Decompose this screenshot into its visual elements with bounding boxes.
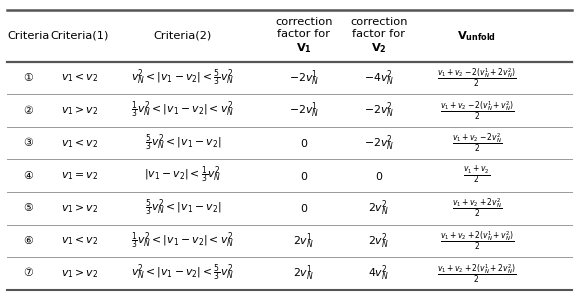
Text: $\frac{1}{3}v_N^2<|v_1-v_2|<v_N^2$: $\frac{1}{3}v_N^2<|v_1-v_2|<v_N^2$	[131, 230, 234, 252]
Text: $4v_N^2$: $4v_N^2$	[368, 264, 389, 283]
Text: $\frac{v_1+v_2+2(v_N^1+2v_N^2)}{2}$: $\frac{v_1+v_2+2(v_N^1+2v_N^2)}{2}$	[437, 262, 516, 285]
Text: ③: ③	[24, 138, 34, 148]
Text: $|v_1-v_2|<\frac{1}{3}v_N^2$: $|v_1-v_2|<\frac{1}{3}v_N^2$	[144, 165, 222, 187]
Text: ⑥: ⑥	[24, 236, 34, 246]
Text: Criteria(1): Criteria(1)	[50, 31, 108, 41]
Text: $2v_N^2$: $2v_N^2$	[368, 231, 389, 251]
Text: $2v_N^2$: $2v_N^2$	[368, 198, 389, 218]
Text: ⑤: ⑤	[24, 203, 34, 213]
Text: $v_1>v_2$: $v_1>v_2$	[61, 267, 98, 280]
Text: $v_1>v_2$: $v_1>v_2$	[61, 104, 98, 117]
Text: $v_1=v_2$: $v_1=v_2$	[61, 170, 98, 182]
Text: $v_1>v_2$: $v_1>v_2$	[61, 202, 98, 215]
Text: $v_1<v_2$: $v_1<v_2$	[61, 137, 98, 150]
Text: $\frac{5}{3}v_N^2<|v_1-v_2|$: $\frac{5}{3}v_N^2<|v_1-v_2|$	[145, 198, 221, 219]
Text: Criteria(2): Criteria(2)	[154, 31, 212, 41]
Text: ①: ①	[24, 73, 34, 83]
Text: $\mathbf{V_{unfold}}$: $\mathbf{V_{unfold}}$	[457, 29, 496, 43]
Text: $-2v_N^2$: $-2v_N^2$	[364, 133, 394, 153]
Text: $v_N^2<|v_1-v_2|<\frac{5}{3}v_N^2$: $v_N^2<|v_1-v_2|<\frac{5}{3}v_N^2$	[131, 263, 234, 284]
Text: correction
factor for
$\mathbf{V_2}$: correction factor for $\mathbf{V_2}$	[350, 17, 408, 55]
Text: ②: ②	[24, 105, 34, 116]
Text: ④: ④	[24, 171, 34, 181]
Text: $v_1<v_2$: $v_1<v_2$	[61, 72, 98, 84]
Text: correction
factor for
$\mathbf{V_1}$: correction factor for $\mathbf{V_1}$	[275, 17, 333, 55]
Text: $-2v_N^1$: $-2v_N^1$	[289, 68, 319, 88]
Text: $\frac{v_1+v_2+2(v_N^1+v_N^2)}{2}$: $\frac{v_1+v_2+2(v_N^1+v_N^2)}{2}$	[439, 230, 514, 252]
Text: ⑦: ⑦	[24, 268, 34, 279]
Text: $\frac{1}{3}v_N^2<|v_1-v_2|<v_N^2$: $\frac{1}{3}v_N^2<|v_1-v_2|<v_N^2$	[131, 100, 234, 121]
Text: $2v_N^1$: $2v_N^1$	[294, 264, 314, 283]
Text: $0$: $0$	[300, 202, 308, 214]
Text: Criteria: Criteria	[8, 31, 50, 41]
Text: $2v_N^1$: $2v_N^1$	[294, 231, 314, 251]
Text: $0$: $0$	[375, 170, 383, 182]
Text: $0$: $0$	[300, 170, 308, 182]
Text: $0$: $0$	[300, 137, 308, 149]
Text: $\frac{v_1+v_2-2v_N^2}{2}$: $\frac{v_1+v_2-2v_N^2}{2}$	[452, 132, 502, 154]
Text: $\frac{v_1+v_2+2v_N^2}{2}$: $\frac{v_1+v_2+2v_N^2}{2}$	[452, 197, 502, 219]
Text: $-2v_N^1$: $-2v_N^1$	[289, 101, 319, 120]
Text: $-2v_N^2$: $-2v_N^2$	[364, 101, 394, 120]
Text: $\frac{v_1+v_2-2(v_N^1+v_N^2)}{2}$: $\frac{v_1+v_2-2(v_N^1+v_N^2)}{2}$	[439, 99, 514, 122]
Text: $\frac{v_1+v_2}{2}$: $\frac{v_1+v_2}{2}$	[463, 165, 490, 187]
Text: $\frac{5}{3}v_N^2<|v_1-v_2|$: $\frac{5}{3}v_N^2<|v_1-v_2|$	[145, 132, 221, 154]
Text: $\frac{v_1+v_2-2(v_N^1+2v_N^2)}{2}$: $\frac{v_1+v_2-2(v_N^1+2v_N^2)}{2}$	[437, 67, 516, 89]
Text: $v_N^2<|v_1-v_2|<\frac{5}{3}v_N^2$: $v_N^2<|v_1-v_2|<\frac{5}{3}v_N^2$	[131, 67, 234, 89]
Text: $v_1<v_2$: $v_1<v_2$	[61, 234, 98, 247]
Text: $-4v_N^2$: $-4v_N^2$	[364, 68, 394, 88]
